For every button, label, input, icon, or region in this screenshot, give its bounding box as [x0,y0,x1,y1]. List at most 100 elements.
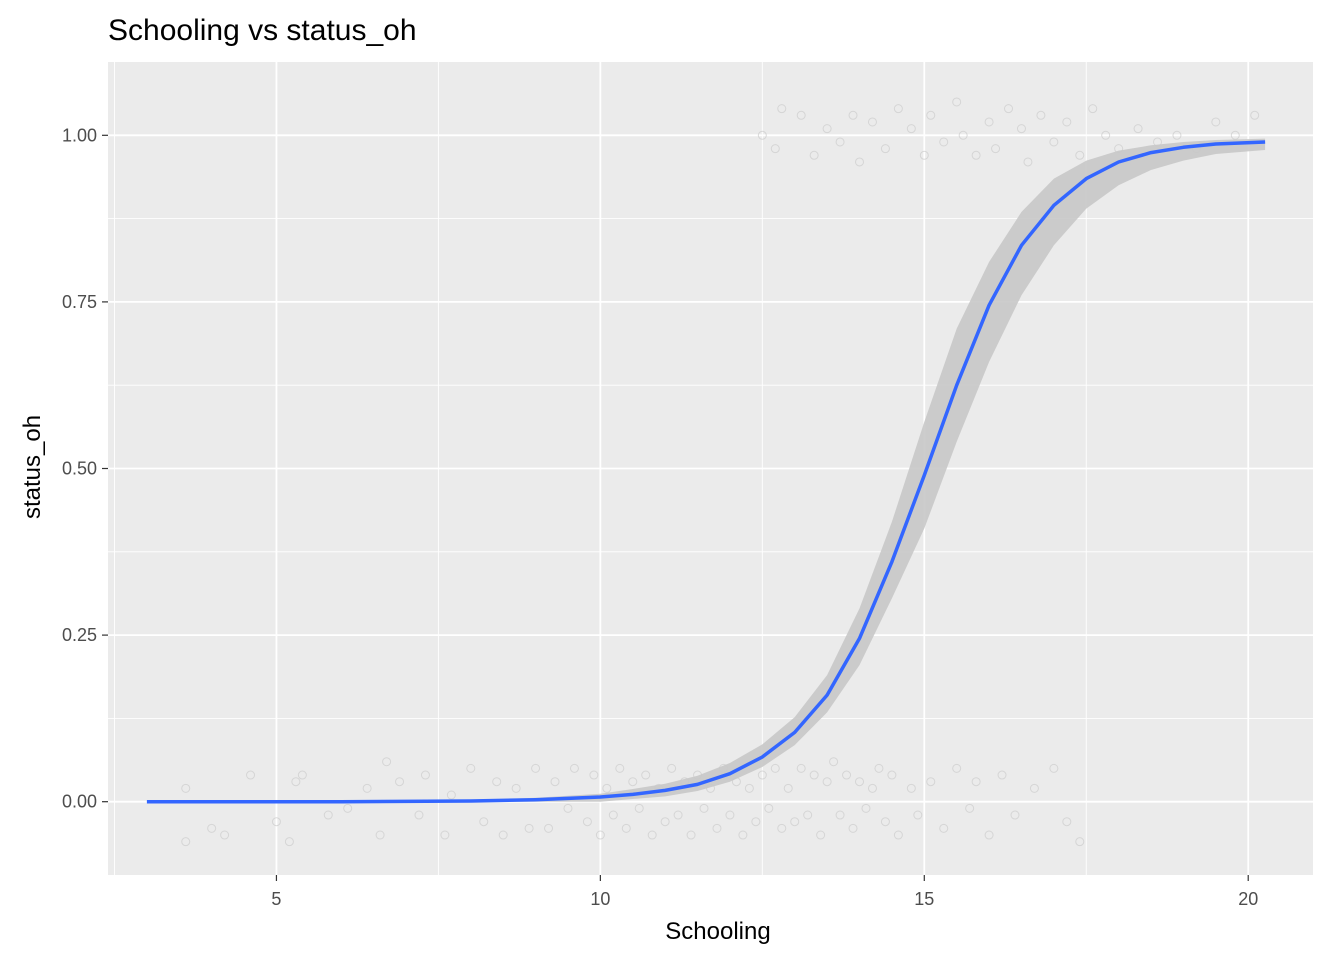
fit-line [146,140,1266,804]
data-point [1088,104,1098,114]
data-point [880,144,890,154]
data-point [913,810,923,820]
y-tick-label: 0.25 [62,625,97,645]
data-point [725,810,735,820]
data-point [343,803,353,813]
data-point [641,770,651,780]
data-point [926,110,936,120]
data-point [939,823,949,833]
data-point [181,837,191,847]
data-point [744,783,754,793]
data-point [621,823,631,833]
data-point [615,763,625,773]
data-point [446,790,456,800]
data-point [699,803,709,813]
data-point [893,830,903,840]
data-point [861,803,871,813]
data-point [984,830,994,840]
data-point [569,763,579,773]
data-point [842,770,852,780]
data-point [1211,117,1221,127]
scatter-points [181,97,1260,847]
data-point [764,803,774,813]
data-point [790,817,800,827]
data-point [492,777,502,787]
data-point [531,763,541,773]
x-tick-label: 20 [1238,889,1258,909]
data-point [498,830,508,840]
data-point [1075,150,1085,160]
data-point [855,157,865,167]
data-point [602,783,612,793]
data-point [1029,783,1039,793]
x-axis-title: Schooling [665,918,770,945]
data-point [207,823,217,833]
data-point [382,757,392,767]
data-point [395,777,405,787]
data-point [874,763,884,773]
data-point [1075,837,1085,847]
data-point [297,770,307,780]
x-tick-label: 15 [914,889,934,909]
data-point [1062,817,1072,827]
data-point [757,130,767,140]
data-point [563,803,573,813]
data-point [1250,110,1260,120]
data-point [628,777,638,787]
data-point [1036,110,1046,120]
data-point [822,124,832,134]
data-point [1230,130,1240,140]
data-point [906,783,916,793]
data-point [803,810,813,820]
data-point [919,150,929,160]
data-point [181,783,191,793]
data-point [1010,810,1020,820]
data-point [848,823,858,833]
data-point [809,150,819,160]
x-axis: 5 10 15 20 [271,875,1258,909]
chart-title: Schooling vs status_oh [108,14,417,47]
confidence-band [146,138,1266,802]
data-point [971,150,981,160]
data-point [1023,157,1033,167]
data-point [770,763,780,773]
data-point [686,830,696,840]
data-point [1172,130,1182,140]
data-point [867,783,877,793]
y-tick-label: 0.50 [62,459,97,479]
data-point [608,810,618,820]
data-point [595,830,605,840]
data-point [971,777,981,787]
data-point [660,817,670,827]
data-point [757,770,767,780]
data-point [738,830,748,840]
data-point [965,803,975,813]
data-point [673,810,683,820]
data-point [952,97,962,107]
y-axis: 0.00 0.25 0.50 0.75 1.00 [62,125,108,812]
data-point [777,823,787,833]
y-axis-title: status_oh [19,415,46,519]
data-point [271,817,281,827]
data-point [634,803,644,813]
data-point [1016,124,1026,134]
data-point [783,783,793,793]
data-point [414,810,424,820]
data-point [991,144,1001,154]
data-point [984,117,994,127]
data-point [544,823,554,833]
data-point [1101,130,1111,140]
data-point [466,763,476,773]
y-tick-label: 0.75 [62,292,97,312]
data-point [323,810,333,820]
data-point [589,770,599,780]
data-point [867,117,877,127]
data-point [958,130,968,140]
data-point [848,110,858,120]
data-point [647,830,657,840]
data-point [511,783,521,793]
data-point [893,104,903,114]
data-point [246,770,256,780]
y-tick-label: 1.00 [62,125,97,145]
